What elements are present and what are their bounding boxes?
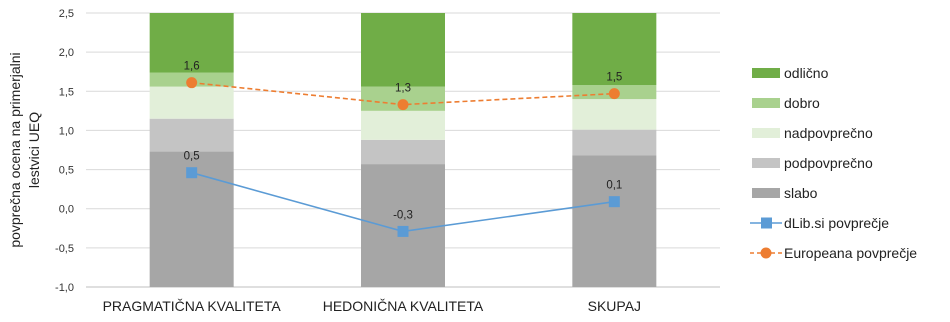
data-label: 1,3 [395, 83, 411, 95]
legend-label: slabo [784, 185, 818, 201]
bar-segment-nadpovpreno [361, 110, 445, 140]
category-labels: PRAGMATIČNA KVALITETA HEDONIČNA KVALITETA… [103, 298, 641, 314]
bar-segment-slabo [572, 155, 657, 287]
y-tick-label: 0,0 [59, 204, 74, 216]
y-axis-label-line-1: povprečna ocena na primerjalni [7, 52, 23, 247]
bar-segment-slabo [361, 164, 445, 287]
stacked-bars [149, 13, 657, 287]
bar-segment-odlino [572, 13, 657, 86]
data-label: 1,5 [606, 72, 622, 84]
y-tick-label: 1,0 [59, 125, 74, 137]
legend-swatch [752, 98, 780, 108]
bar-segment-podpovpreno [361, 139, 445, 165]
legend-swatch [752, 68, 780, 78]
legend-label: nadpovprečno [784, 125, 873, 141]
legend-swatch [752, 128, 780, 138]
legend-label: odlično [784, 65, 829, 81]
bar-segment-odlino [149, 13, 234, 73]
legend-swatch [752, 158, 780, 168]
x-category-label: PRAGMATIČNA KVALITETA [103, 298, 282, 314]
legend-label: podpovprečno [784, 155, 873, 171]
bar-segment-nadpovpreno [149, 86, 234, 119]
data-label: -0,3 [393, 209, 413, 221]
bar-segment-nadpovpreno [572, 99, 657, 130]
y-tick-label: -1,0 [55, 282, 74, 294]
legend-label: dobro [784, 95, 820, 111]
legend-label: Europeana povprečje [784, 245, 917, 261]
data-point-marker [397, 99, 409, 111]
x-category-label: SKUPAJ [588, 298, 641, 314]
y-tick-label: -0,5 [55, 243, 74, 255]
data-label: 0,1 [606, 180, 622, 192]
data-point-marker [397, 225, 409, 237]
data-label: 0,5 [184, 151, 200, 163]
bar-segment-podpovpreno [149, 118, 234, 152]
y-tick-label: 2,0 [59, 47, 74, 59]
series-lines: 0,5 -0,3 0,1 1,6 1,3 1,5 [184, 61, 622, 237]
data-label: 1,6 [184, 61, 200, 73]
data-point-marker [608, 88, 620, 100]
data-point-marker [186, 77, 198, 89]
data-point-marker [608, 196, 620, 208]
legend-marker [761, 217, 772, 229]
y-tick-labels: -1,0 -0,5 0,0 0,5 1,0 1,5 2,0 2,5 [55, 8, 74, 294]
legend: odlično dobro nadpovprečno podpovprečno slab… [750, 65, 917, 261]
bar-segment-odlino [361, 13, 445, 87]
data-point-marker [186, 167, 198, 179]
y-tick-label: 2,5 [59, 8, 74, 20]
bar-segment-podpovpreno [572, 129, 657, 156]
y-axis-label-line-2: lestvici UEQ [26, 112, 42, 188]
legend-marker [760, 247, 772, 259]
x-category-label: HEDONIČNA KVALITETA [323, 298, 484, 314]
legend-swatch [752, 188, 780, 198]
y-tick-label: 0,5 [59, 165, 74, 177]
y-axis-title: povprečna ocena na primerjalni lestvici … [7, 52, 42, 247]
y-tick-label: 1,5 [59, 86, 74, 98]
legend-label: dLib.si povprečje [784, 215, 889, 231]
